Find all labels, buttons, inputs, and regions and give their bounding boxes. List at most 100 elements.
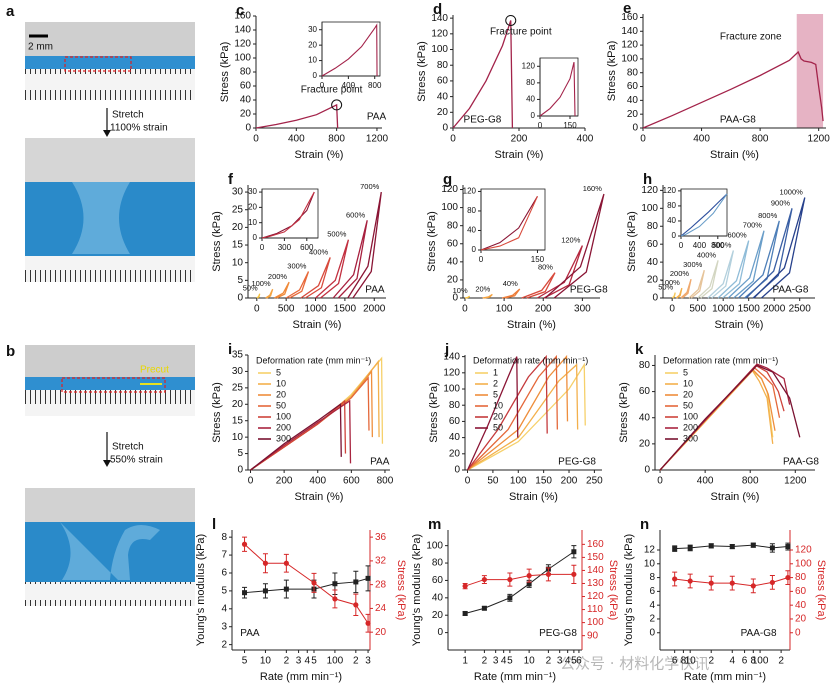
data-point [526,573,532,579]
series-label: 200% [670,269,690,278]
x-tick-label: 0 [320,81,325,90]
data-point [311,580,317,586]
x-tick-label: 500 [278,304,295,315]
x-tick-label: 400 [288,134,305,145]
series-line [256,293,261,299]
series-line [482,293,493,299]
annotation: PEG-G8 [539,628,577,639]
x-axis-label: Strain (%) [710,149,759,161]
series-label: 200% [268,272,288,281]
y-tick-label: 30 [308,25,317,34]
y-tick-label: 15 [232,415,244,426]
inset-background [680,188,728,237]
x-tick-label: 0 [260,243,265,252]
series-line [255,103,339,129]
y2-axis-label: Stress (kPa) [815,560,827,621]
y-tick-label: 10 [644,558,656,569]
legend-title: Deformation rate (mm min⁻¹) [663,355,778,365]
series-line [315,239,350,299]
inset-background [261,188,319,239]
series-line [250,403,342,471]
y-axis-label: Stress (kPa) [606,41,618,102]
y-tick-label: 20 [627,109,639,120]
series-label: 100% [661,278,681,287]
y-axis-label: Stress (kPa) [626,211,638,272]
series-label: 500% [712,240,732,249]
x-tick-label: 1500 [334,304,357,315]
shaded-region [796,14,824,128]
x-tick-label: 300 [574,304,591,315]
x-tick-label: 0 [254,304,260,315]
y-tick-label: 120 [522,61,536,70]
annotation: Fracture point [490,27,552,38]
x-axis-label: Rate (mm min⁻¹) [684,671,766,683]
series-line [332,220,368,299]
x-tick-label: 400 [342,81,356,90]
x-tick-label: 50 [487,476,499,487]
x-tick-label: 100 [327,656,344,667]
data-point [571,549,577,555]
panel-label: a [6,3,15,20]
x-tick-label: 5 [242,656,248,667]
series-line [466,356,519,471]
data-point [241,541,248,547]
y-tick-label: 5 [221,586,227,597]
x-tick-label: 2500 [789,304,812,315]
legend-label: 20 [493,411,503,421]
series-label: 300% [683,260,703,269]
data-point [353,579,359,585]
y2-tick-label: 32 [375,556,387,567]
legend-label: 50 [276,400,286,410]
series-line [347,191,382,299]
watermark: 公众号 · 材料化学快讯 [560,655,709,673]
y2-tick-label: 100 [587,617,604,628]
legend-label: 50 [683,400,693,410]
x-axis-label: Strain (%) [711,491,760,503]
x-tick-label: 5 [571,656,577,667]
y-tick-label: 0 [237,293,243,304]
panel-label: f [228,171,234,188]
y-tick-label: 0 [245,123,251,134]
x-tick-label: 4 [501,656,507,667]
y-axis-label: Stress (kPa) [211,211,223,272]
x-tick-label: 3 [365,656,371,667]
data-point [283,560,289,566]
x-tick-label: 200 [511,134,528,145]
annotation: PEG-G8 [464,115,502,126]
y2-tick-label: 160 [587,539,604,550]
data-point [769,579,775,586]
x-axis-label: Strain (%) [295,491,344,503]
legend-title: Deformation rate (mm min⁻¹) [473,355,588,365]
y2-tick-label: 110 [587,604,603,615]
x-axis-label: Strain (%) [715,319,764,331]
series-line [250,359,380,471]
y-tick-label: 3 [221,621,227,632]
y-tick-label: 20 [647,275,659,286]
series-line [680,193,728,237]
y2-axis-label: Stress (kPa) [607,560,619,621]
data-point [332,581,338,587]
y-tick-label: 20 [447,275,459,286]
x-tick-label: 2 [778,656,784,667]
legend-label: 5 [683,367,688,377]
fracture-marker [505,14,517,26]
x-tick-label: 400 [577,134,594,145]
y-tick-label: 40 [627,95,639,106]
data-point [708,543,714,549]
annotation: PAA-G8 [783,457,819,468]
inset-background [539,57,579,117]
arrow-head [103,130,111,137]
data-point [769,545,775,551]
y-tick-label: 20 [232,399,244,410]
series-label: 900% [771,198,791,207]
x-tick-label: 800 [368,81,382,90]
x-tick-label: 0 [479,255,484,264]
y-tick-label: 40 [647,257,659,268]
arrow-text: 550% strain [110,455,163,466]
series-label: 800% [758,211,778,220]
y-tick-label: 40 [467,226,476,235]
y-axis-label: Young's modulus (kPa) [623,534,635,646]
data-point [507,595,513,601]
legend-label: 300 [276,433,291,443]
